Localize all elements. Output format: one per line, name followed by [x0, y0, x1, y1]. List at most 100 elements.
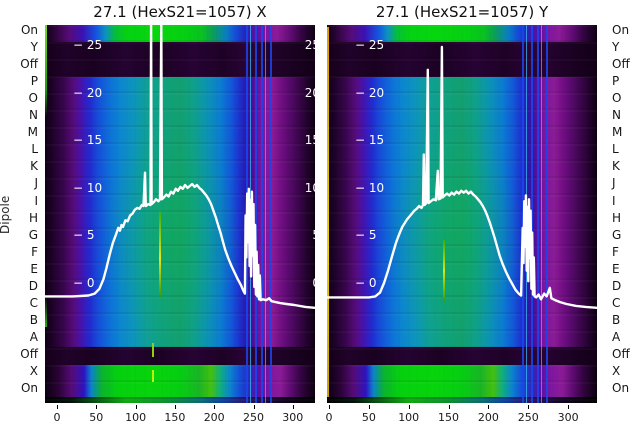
heatmap-layer-base — [327, 25, 597, 403]
row-label-left-f: F — [31, 244, 38, 259]
row-label-right-on: On — [612, 381, 630, 396]
row-label-right-h: H — [612, 210, 622, 225]
row-label-left-x: X — [29, 364, 38, 378]
x-tick-label: 0 — [325, 411, 333, 424]
x-tick-label: 300 — [557, 411, 579, 424]
row-label-left-o: O — [28, 91, 38, 106]
inner-ytick-right: 15 — [304, 133, 320, 148]
row-label-right-c: C — [612, 295, 621, 310]
inner-ytick-left: − 5 — [73, 228, 95, 243]
panel-x: − 25 − 20 − 15 − 10 − 5 − 0 25 20 15 10 5 0 — [45, 25, 320, 403]
panel-y-title: 27.1 (HexS21=1057) Y — [375, 3, 549, 21]
inner-ytick-left: − 0 — [355, 276, 377, 290]
row-label-left-off: Off — [20, 57, 38, 72]
row-label-right-m: M — [612, 125, 623, 140]
yellow-green-streak — [159, 211, 161, 297]
inner-ytick-left: − 20 — [73, 85, 103, 100]
row-label-left-b: B — [29, 312, 38, 327]
x-tick-mark — [448, 405, 450, 409]
yellow-green-streak-small — [152, 343, 154, 357]
x-tick-label: 0 — [53, 411, 61, 424]
x-tick-label: 150 — [164, 411, 186, 424]
row-label-left-on: On — [20, 23, 38, 37]
inner-ytick-right: 10 — [304, 180, 320, 195]
row-label-left-off: Off — [20, 346, 38, 361]
white-curve-y — [327, 45, 597, 309]
x-tick-mark — [528, 405, 530, 409]
row-label-left-i: I — [34, 193, 38, 208]
heatmap-row-banding — [327, 25, 597, 403]
inner-ytick-left: − 25 — [355, 38, 385, 52]
row-label-left-p: P — [30, 74, 38, 89]
row-label-right-j: J — [612, 176, 616, 191]
row-label-right-k: K — [612, 159, 620, 174]
row-label-left-k: K — [30, 159, 38, 174]
row-label-left-e: E — [30, 261, 38, 276]
panel-x-title: 27.1 (HexS21=1057) X — [93, 3, 267, 21]
row-label-right-g: G — [612, 227, 622, 242]
row-label-left-a: A — [29, 329, 38, 344]
inner-ytick-left: − 15 — [355, 133, 385, 148]
row-label-right-on: On — [612, 23, 630, 37]
row-label-left-c: C — [29, 295, 38, 310]
yellow-green-streak — [443, 240, 445, 302]
row-label-right-i: I — [612, 193, 616, 208]
inner-ytick-left: − 10 — [73, 180, 103, 195]
left-edge-streak — [45, 25, 47, 117]
row-label-right-e: E — [612, 261, 620, 276]
x-axis-panel-x: 0 50 100 150 200 250 300 — [45, 403, 315, 433]
inner-ytick-left: − 25 — [73, 38, 103, 52]
row-label-left-y: Y — [30, 40, 38, 55]
x-tick-label: 150 — [438, 411, 460, 424]
left-edge-streak-lower — [45, 297, 47, 327]
x-tick-label: 250 — [243, 411, 264, 424]
yellow-edge-streak — [327, 27, 329, 397]
row-label-left-l: L — [31, 142, 38, 157]
x-tick-label: 200 — [203, 411, 225, 424]
inner-ytick-right: 25 — [304, 38, 320, 52]
inner-ytick-left: − 15 — [73, 133, 103, 148]
x-axis-panel-y: 0 50 100 150 200 250 300 — [325, 403, 597, 433]
inner-ytick-right: 20 — [304, 85, 320, 100]
row-label-right-p: P — [612, 74, 620, 89]
row-label-right-d: D — [612, 278, 622, 293]
x-tick-label: 200 — [477, 411, 499, 424]
x-tick-label: 50 — [89, 411, 104, 424]
row-label-right-b: B — [612, 312, 621, 327]
row-labels-left: On Y Off P O N M L K J I H G F E D C B A Off X On — [0, 0, 42, 440]
x-tick-label: 100 — [398, 411, 420, 424]
row-label-left-n: N — [29, 108, 38, 123]
inner-ytick-left: − 0 — [73, 276, 95, 290]
x-tick-mark — [408, 405, 410, 409]
heatmap-layer-green-glow — [327, 25, 597, 403]
row-label-right-off: Off — [612, 57, 630, 72]
x-tick-label: 300 — [282, 411, 304, 424]
row-label-left-m: M — [27, 125, 38, 140]
heatmap-band-on-bottom — [45, 397, 315, 403]
heatmap-band-on-bottom — [327, 397, 597, 403]
row-label-left-d: D — [28, 278, 38, 293]
row-label-right-a: A — [612, 329, 621, 344]
panel-y: − 25 − 20 − 15 − 10 − 5 − 0 — [327, 25, 597, 403]
x-tick-mark — [368, 405, 370, 409]
row-label-right-x: X — [612, 364, 621, 378]
x-tick-mark — [292, 405, 294, 409]
heatmap-band-off-top — [327, 42, 597, 77]
row-labels-right: On Y Off P O N M L K J I H G F E D C B A Off X On — [611, 0, 640, 440]
x-tick-mark — [135, 405, 137, 409]
row-label-left-on: On — [20, 381, 38, 396]
inner-ytick-left: − 20 — [355, 85, 385, 100]
row-label-right-off: Off — [612, 346, 630, 361]
x-tick-mark — [488, 405, 490, 409]
row-label-right-f: F — [612, 244, 619, 259]
x-tick-mark — [329, 405, 330, 409]
white-curve-x — [45, 25, 315, 309]
x-tick-mark — [253, 405, 255, 409]
x-tick-mark — [96, 405, 98, 409]
row-label-right-n: N — [612, 108, 621, 123]
x-tick-label: 50 — [361, 411, 376, 424]
inner-ytick-left: − 5 — [355, 228, 377, 243]
yellow-green-streak-small — [152, 370, 154, 382]
x-tick-mark — [568, 405, 570, 409]
